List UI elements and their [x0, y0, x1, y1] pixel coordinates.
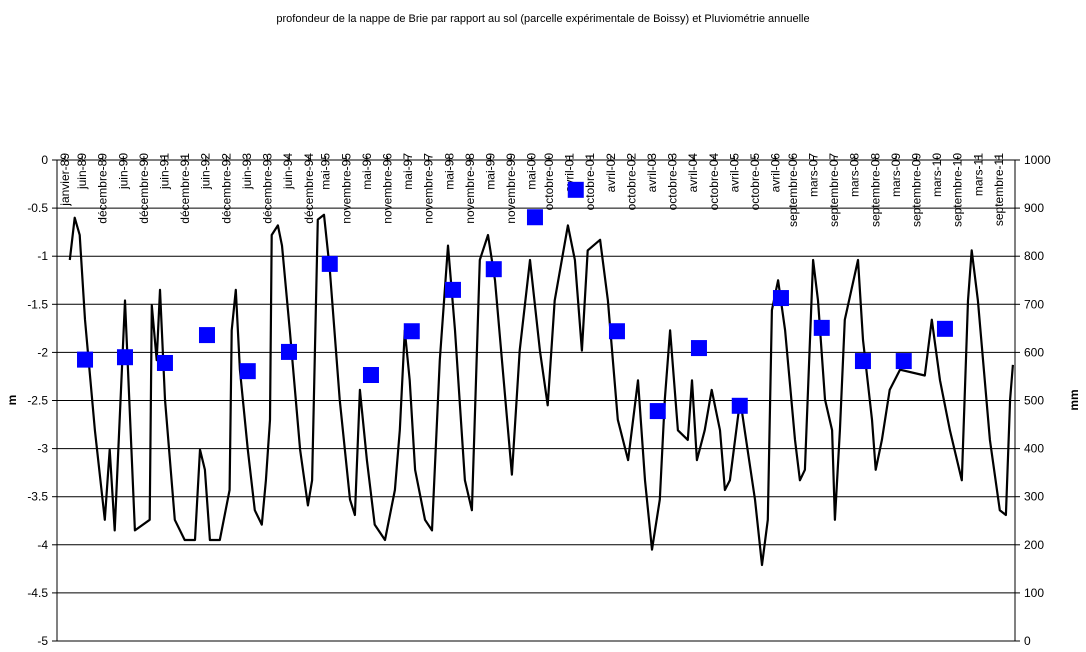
chart-title: profondeur de la nappe de Brie par rappo…	[276, 13, 809, 25]
x-tick-label: mai-00	[525, 153, 539, 190]
y2-tick-label: 900	[1024, 201, 1044, 215]
y2-tick-label: 400	[1024, 442, 1044, 456]
y-tick-label: -4.5	[27, 586, 48, 600]
y2-tick-label: 300	[1024, 490, 1044, 504]
x-tick-label: novembre-98	[463, 153, 477, 224]
x-tick-label: mai-97	[401, 153, 415, 190]
marker	[77, 351, 94, 368]
x-tick-label: octobre-01	[583, 153, 597, 211]
y-axis-title: m	[5, 395, 19, 406]
y2-tick-label: 600	[1024, 345, 1044, 359]
y-tick-label: -1	[37, 249, 48, 263]
y2-tick-label: 500	[1024, 394, 1044, 408]
y-tick-label: -2.5	[27, 394, 48, 408]
x-tick-label: mai-96	[360, 153, 374, 190]
x-tick-label: mai-98	[442, 153, 456, 190]
x-tick-label: décembre-91	[178, 153, 192, 224]
x-tick-label: novembre-96	[380, 153, 394, 224]
x-tick-label: mars-09	[889, 153, 903, 197]
marker	[239, 363, 256, 380]
x-tick-label: octobre-05	[748, 153, 762, 211]
y2-tick-label: 1000	[1024, 153, 1051, 167]
x-tick-label: mars-10	[930, 153, 944, 197]
x-tick-label: avril-03	[645, 153, 659, 193]
marker	[813, 319, 830, 336]
marker	[895, 353, 912, 370]
y-tick-label: 0	[41, 153, 48, 167]
marker	[526, 209, 543, 226]
marker	[321, 255, 338, 272]
x-tick-label: avril-05	[727, 153, 741, 193]
x-tick-label: décembre-89	[96, 153, 110, 224]
x-tick-label: juin-93	[240, 153, 254, 190]
x-tick-label: avril-04	[686, 153, 700, 193]
x-tick-label: juin-92	[199, 153, 213, 190]
x-tick-label: octobre-00	[542, 153, 556, 211]
marker	[444, 281, 461, 298]
x-tick-label: juin-89	[75, 153, 89, 190]
y-tick-label: -2	[37, 345, 48, 359]
x-tick-label: décembre-94	[302, 153, 316, 224]
y2-tick-label: 800	[1024, 249, 1044, 263]
x-tick-label: septembre-06	[786, 153, 800, 227]
marker	[198, 327, 215, 344]
y-tick-label: -4	[37, 538, 48, 552]
x-tick-label: septembre-09	[910, 153, 924, 227]
marker	[156, 354, 173, 371]
marker	[731, 397, 748, 414]
marker	[280, 343, 297, 360]
x-tick-label: novembre-95	[339, 153, 353, 224]
y-tick-label: -1.5	[27, 297, 48, 311]
x-tick-label: mars-08	[848, 153, 862, 197]
x-tick-label: octobre-02	[624, 153, 638, 211]
x-tick-label: septembre-07	[827, 153, 841, 227]
y-tick-label: -5	[37, 634, 48, 647]
marker	[362, 367, 379, 384]
marker	[403, 323, 420, 340]
x-tick-label: janvier-89	[58, 153, 72, 207]
x-tick-label: décembre-92	[219, 153, 233, 224]
x-tick-label: avril-02	[604, 153, 618, 193]
x-tick-label: décembre-90	[137, 153, 151, 224]
y2-tick-label: 200	[1024, 538, 1044, 552]
y2-tick-label: 700	[1024, 297, 1044, 311]
x-tick-label: octobre-04	[707, 153, 721, 211]
x-tick-label: juin-91	[158, 153, 172, 190]
x-tick-label: octobre-03	[666, 153, 680, 211]
marker	[608, 323, 625, 340]
marker	[567, 181, 584, 198]
y-tick-label: -0.5	[27, 201, 48, 215]
x-tick-label: septembre-10	[951, 153, 965, 227]
x-tick-label: juin-94	[281, 153, 295, 190]
marker	[854, 353, 871, 370]
x-tick-label: mars-11	[971, 153, 985, 196]
x-tick-label: septembre-11	[992, 153, 1006, 226]
x-tick-label: mai-99	[483, 153, 497, 190]
marker	[649, 403, 666, 420]
marker	[936, 320, 953, 337]
line-series	[68, 213, 1014, 567]
x-tick-label: avril-06	[769, 153, 783, 193]
marker	[772, 290, 789, 307]
y-tick-label: -3.5	[27, 490, 48, 504]
x-tick-label: juin-90	[116, 153, 130, 190]
y-tick-label: -3	[37, 442, 48, 456]
x-tick-label: mai-95	[319, 153, 333, 190]
x-tick-label: septembre-08	[868, 153, 882, 227]
x-tick-label: décembre-93	[261, 153, 275, 224]
y2-tick-label: 100	[1024, 586, 1044, 600]
x-tick-label: mars-07	[807, 153, 821, 197]
y2-tick-label: 0	[1024, 634, 1031, 647]
x-tick-label: novembre-99	[504, 153, 518, 224]
y2-axis-title: mm	[1067, 389, 1081, 410]
marker	[116, 349, 133, 366]
marker	[485, 261, 502, 278]
x-tick-label: novembre-97	[422, 153, 436, 224]
marker	[690, 340, 707, 357]
